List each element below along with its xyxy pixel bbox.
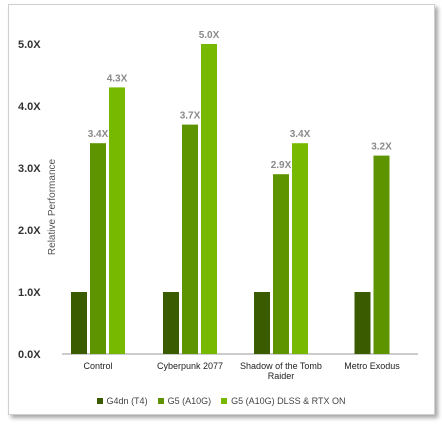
legend-swatch — [221, 398, 228, 404]
y-tick-label: 5.0X — [18, 39, 41, 51]
bar-1-1 — [182, 124, 198, 354]
y-tick-label: 0.0X — [18, 349, 41, 361]
bar-0-0 — [71, 292, 87, 354]
legend-label: G5 (A10G) — [167, 396, 212, 406]
bar-2-2 — [292, 143, 308, 354]
y-tick-label: 1.0X — [18, 287, 41, 299]
y-tick-label: 2.0X — [18, 225, 41, 237]
x-category-label: Control — [83, 361, 112, 371]
bar-1-0 — [90, 143, 106, 354]
bar-1-2 — [273, 174, 289, 354]
data-label: 3.4X — [290, 129, 311, 140]
bar-1-3 — [373, 155, 390, 354]
x-category-label: Metro Exodus — [344, 361, 400, 371]
data-label: 4.3X — [107, 73, 128, 84]
legend-item: G5 (A10G) — [157, 396, 212, 406]
bar-2-1 — [201, 44, 217, 354]
y-axis-title: Relative Performance — [47, 158, 58, 255]
legend-swatch — [96, 398, 103, 404]
legend-item: G4dn (T4) — [96, 396, 148, 406]
bar-2-0 — [109, 87, 125, 355]
y-tick-label: 3.0X — [18, 163, 41, 175]
data-label: 5.0X — [199, 30, 220, 41]
x-category-label: Shadow of the Tomb — [240, 361, 322, 371]
bar-0-3 — [354, 292, 371, 354]
data-label: 2.9X — [271, 160, 292, 171]
chart-legend: G4dn (T4) G5 (A10G) G5 (A10G) DLSS & RTX O… — [0, 396, 442, 406]
data-label: 3.4X — [88, 129, 109, 140]
x-category-label: Raider — [268, 371, 295, 381]
bar-0-1 — [163, 292, 179, 354]
data-label: 3.7X — [180, 111, 201, 122]
legend-label: G4dn (T4) — [106, 396, 148, 406]
y-tick-label: 4.0X — [18, 101, 41, 113]
legend-swatch — [157, 398, 164, 404]
data-label: 3.2X — [371, 142, 392, 153]
legend-label: G5 (A10G) DLSS & RTX ON — [231, 396, 346, 406]
bar-0-2 — [254, 292, 270, 354]
x-category-label: Cyberpunk 2077 — [157, 361, 223, 371]
legend-item: G5 (A10G) DLSS & RTX ON — [221, 396, 345, 406]
